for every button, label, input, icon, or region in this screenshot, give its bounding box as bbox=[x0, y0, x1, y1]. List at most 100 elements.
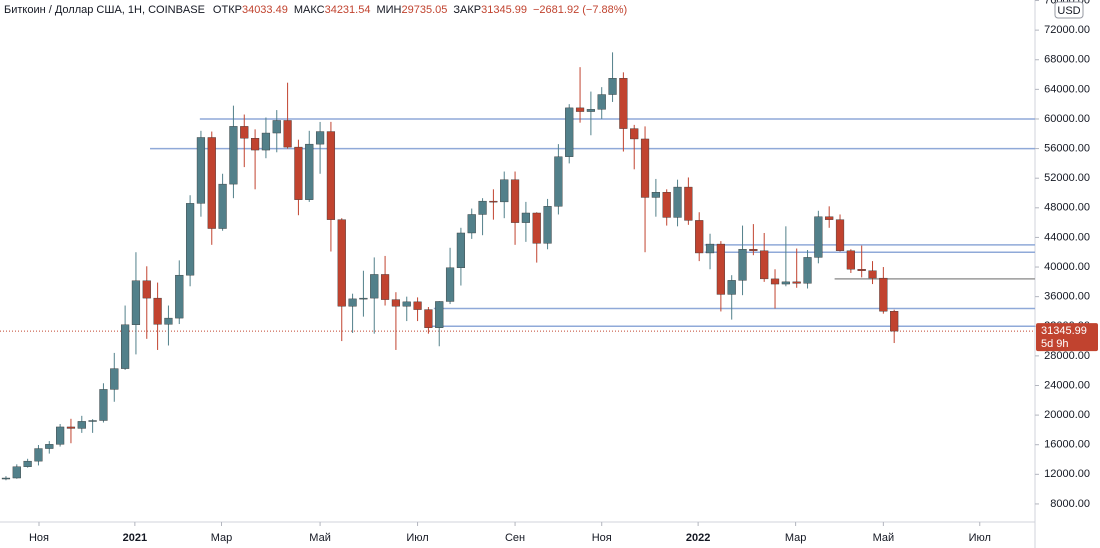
candle-body bbox=[846, 250, 855, 270]
candle-body bbox=[77, 421, 86, 429]
candle-body bbox=[196, 137, 206, 204]
candle-body bbox=[164, 317, 173, 325]
y-tick-label: 20000.00 bbox=[1044, 409, 1090, 421]
x-tick-label: Сен bbox=[505, 532, 525, 544]
candle-body bbox=[380, 274, 390, 300]
candle-body bbox=[435, 301, 444, 328]
candle-body bbox=[283, 120, 292, 148]
candle-body bbox=[749, 249, 758, 251]
candle-body bbox=[12, 466, 21, 479]
candle-body bbox=[240, 126, 249, 139]
candle-body bbox=[456, 232, 466, 268]
candle-body bbox=[532, 212, 541, 244]
ohlc-value: 34231.54 bbox=[324, 4, 371, 16]
candle-body bbox=[402, 301, 411, 307]
x-tick-label: Мар bbox=[785, 532, 807, 544]
candle-body bbox=[727, 280, 736, 295]
x-tick-label: 2021 bbox=[123, 532, 147, 544]
candle-body bbox=[705, 243, 715, 254]
candle-body bbox=[88, 420, 97, 422]
candle-body bbox=[792, 281, 801, 284]
candle-body bbox=[500, 179, 509, 203]
candle-body bbox=[250, 138, 260, 151]
candle-body bbox=[186, 203, 195, 276]
candle-body bbox=[662, 192, 671, 218]
x-tick-label: Май bbox=[309, 532, 331, 544]
candle-body bbox=[543, 206, 552, 244]
candle-body bbox=[868, 270, 877, 279]
candle-body bbox=[391, 299, 401, 307]
y-tick-label: 16000.00 bbox=[1044, 439, 1090, 451]
ohlc-value: 31345.99 bbox=[481, 4, 527, 16]
candle-body bbox=[489, 200, 498, 203]
candle-body bbox=[879, 277, 888, 312]
candle-body bbox=[305, 143, 314, 200]
candle-body bbox=[565, 107, 574, 157]
candle-body bbox=[640, 138, 650, 198]
candle-body bbox=[23, 460, 32, 467]
candle-body bbox=[131, 280, 141, 325]
candle-body bbox=[608, 78, 617, 95]
candle-body bbox=[760, 250, 769, 280]
candle-body bbox=[1, 477, 11, 480]
y-tick-label: 40000.00 bbox=[1044, 261, 1090, 273]
candle-body bbox=[294, 146, 303, 200]
candle-body bbox=[315, 131, 325, 145]
candle-body bbox=[803, 257, 812, 284]
x-tick-label: Июл bbox=[969, 532, 991, 544]
candle-body bbox=[370, 274, 379, 299]
currency-label: USD bbox=[1057, 5, 1080, 17]
candle-body bbox=[619, 78, 628, 129]
candle-body bbox=[684, 186, 693, 221]
x-tick-label: Ноя bbox=[592, 532, 612, 544]
candle-body bbox=[770, 278, 780, 285]
candle-body bbox=[348, 298, 357, 307]
candle-body bbox=[66, 426, 76, 429]
candle-body bbox=[554, 156, 563, 207]
candle-body bbox=[445, 267, 455, 302]
candle-body bbox=[272, 120, 281, 134]
candle-body bbox=[175, 274, 184, 319]
x-tick-label: Мар bbox=[211, 532, 233, 544]
candle-body bbox=[597, 94, 606, 110]
candle-body bbox=[738, 249, 747, 281]
y-tick-label: 56000.00 bbox=[1044, 142, 1090, 154]
candle-body bbox=[337, 219, 346, 307]
candle-body bbox=[695, 220, 704, 254]
ohlc-value: 34033.49 bbox=[241, 4, 288, 16]
x-tick-label: Ноя bbox=[29, 532, 49, 544]
candle-body bbox=[142, 280, 151, 299]
y-tick-label: 36000.00 bbox=[1044, 291, 1090, 303]
candle-body bbox=[781, 281, 790, 285]
candle-body bbox=[45, 444, 54, 449]
ohlc-label: ОТКР bbox=[212, 4, 242, 16]
price-badge-countdown: 5d 9h bbox=[1041, 338, 1069, 350]
candle-body bbox=[630, 128, 639, 140]
candle-body bbox=[424, 309, 433, 328]
candle-body bbox=[121, 324, 130, 369]
x-tick-label: Июл bbox=[406, 532, 428, 544]
candle-body bbox=[890, 311, 899, 332]
y-tick-label: 68000.00 bbox=[1044, 54, 1090, 66]
y-tick-label: 48000.00 bbox=[1044, 202, 1090, 214]
ohlc-value: 29735.05 bbox=[401, 4, 448, 16]
header: Биткоин / Доллар США, 1Н, COINBASE ОТКР34… bbox=[4, 4, 633, 16]
candle-body bbox=[825, 216, 834, 220]
ohlc-label: МИН bbox=[376, 4, 402, 16]
candle-body bbox=[521, 212, 530, 223]
candle-body bbox=[261, 132, 271, 151]
y-tick-label: 64000.00 bbox=[1044, 83, 1090, 95]
y-tick-label: 8000.00 bbox=[1050, 498, 1090, 510]
x-tick-label: 2022 bbox=[686, 532, 710, 544]
candle-body bbox=[153, 297, 162, 325]
candle-body bbox=[207, 137, 216, 229]
candle-body bbox=[326, 131, 336, 220]
candle-body bbox=[857, 269, 866, 271]
candle-body bbox=[34, 448, 43, 462]
y-tick-label: 12000.00 bbox=[1044, 468, 1090, 480]
candle-body bbox=[673, 186, 682, 218]
candle-body bbox=[510, 179, 520, 223]
candle-body bbox=[110, 368, 119, 390]
candle-body bbox=[575, 107, 585, 112]
